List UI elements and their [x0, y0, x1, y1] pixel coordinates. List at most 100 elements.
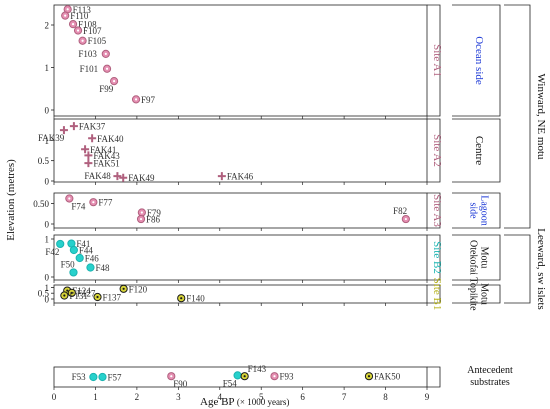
group-label-site-a3-0: Lagoon	[479, 195, 490, 226]
x-tick-label-5: 5	[259, 392, 264, 402]
data-point-site-b2-4	[69, 268, 78, 277]
data-point-site-b2-3	[75, 253, 84, 263]
data-point-site-a1-6-center	[105, 67, 109, 70]
x-tick-label-7: 7	[342, 392, 347, 402]
point-label-site-a2-1: FAK39	[38, 133, 65, 143]
data-point-antecedent-1	[98, 372, 107, 382]
point-label-site-a1-8: F97	[141, 95, 156, 105]
point-label-site-b2-3: F46	[85, 254, 100, 264]
data-point-site-a1-1-center	[64, 14, 67, 17]
x-tick-label-4: 4	[218, 392, 223, 402]
x-tick-label-9: 9	[425, 392, 430, 402]
x-tick-label-6: 6	[300, 392, 305, 402]
point-label-site-b1-2: F127	[77, 288, 96, 298]
x-tick-label-3: 3	[176, 392, 181, 402]
data-point-site-a1-8-center	[134, 98, 138, 101]
side-group-box-1	[504, 234, 531, 304]
point-label-site-a1-7: F99	[99, 84, 114, 94]
point-label-site-a1-3: F107	[83, 26, 102, 36]
point-label-site-b2-5: F48	[95, 263, 110, 273]
point-label-site-a3-4: F82	[393, 206, 407, 216]
site-box-site-a1	[427, 4, 441, 117]
data-point-site-a2-3	[81, 145, 90, 154]
site-box-site-b2	[427, 234, 441, 281]
point-label-site-b1-1: F120	[129, 284, 148, 294]
point-label-antecedent-1: F57	[107, 373, 122, 383]
y-tick-label-site-b1-1: 0.5	[38, 289, 50, 299]
panel-frame-site-a3	[53, 192, 428, 229]
y-axis-title: Elevation (metres)	[5, 159, 17, 241]
group-label-site-a2: Centre	[473, 136, 485, 165]
data-point-antecedent-2-center	[170, 375, 173, 378]
side-group-box-0	[504, 4, 531, 229]
data-point-site-a1-3-center	[76, 29, 80, 32]
site-box-site-a3	[427, 192, 441, 229]
y-tick-label-site-a3-1: 0.50	[33, 199, 49, 209]
point-label-site-a2-0: FAK37	[79, 122, 106, 132]
point-label-site-a2-6: FAK48	[84, 171, 111, 181]
y-tick-label-site-b2-1: 1	[45, 235, 50, 245]
panel-frame-site-b2	[53, 234, 428, 281]
antecedent-label-1: substrates	[470, 377, 510, 388]
data-point-site-b1-3-center	[63, 294, 66, 297]
side-group-label-1: Leeward, sw islets	[535, 228, 547, 310]
point-label-site-b2-4: F50	[61, 259, 76, 269]
group-box-site-a2	[452, 118, 501, 183]
point-label-site-b2-0: F41	[76, 239, 90, 249]
group-label-site-b2-1: Otekofai	[468, 240, 479, 275]
x-tick-label-8: 8	[383, 392, 388, 402]
data-point-site-a2-0	[69, 122, 78, 131]
data-point-site-a1-0-center	[66, 8, 69, 11]
data-point-site-b1-5-center	[180, 297, 183, 300]
panel-frame-site-a1	[53, 4, 428, 117]
data-point-antecedent-5-center	[273, 375, 276, 378]
y-tick-label-site-a1-1: 1	[45, 63, 50, 73]
data-point-antecedent-6-center	[367, 375, 371, 378]
data-point-site-b1-1-center	[122, 287, 125, 290]
point-label-site-a1-0: F113	[73, 5, 92, 15]
y-tick-label-site-a2-2: 1	[45, 136, 50, 146]
site-label-site-a1: Site A1	[431, 44, 443, 77]
point-label-site-a2-2: FAK40	[97, 134, 124, 144]
data-point-site-b2-2	[69, 245, 78, 255]
y-tick-label-site-b1-2: 1	[45, 283, 50, 293]
point-label-site-a3-1: F77	[98, 198, 113, 208]
group-box-site-a1	[452, 4, 501, 117]
point-label-site-a1-5: F103	[78, 49, 97, 59]
panel-frame-site-a2	[53, 118, 428, 183]
panel-frame-antecedent	[53, 366, 428, 388]
group-box-site-b1	[452, 284, 501, 304]
data-point-site-b1-2-center	[70, 291, 73, 294]
side-group-label-0: Winward, NE motu	[535, 73, 547, 160]
antecedent-label-0: Antecedent	[467, 365, 513, 376]
y-tick-label-site-b1-0: 0	[45, 295, 50, 305]
point-label-antecedent-5: F93	[279, 372, 294, 382]
group-label-site-b2-0: Motu	[479, 247, 490, 269]
data-point-antecedent-4-center	[243, 375, 246, 378]
x-tick-label-2: 2	[135, 392, 140, 402]
data-point-site-a3-3-center	[139, 217, 143, 221]
point-label-site-a1-6: F101	[80, 64, 99, 74]
data-point-site-a3-2-center	[140, 211, 143, 214]
data-point-site-a2-1	[59, 126, 68, 135]
data-point-site-a1-2-center	[71, 23, 75, 26]
data-point-site-a3-1-center	[92, 201, 95, 204]
point-label-site-b2-1: F42	[45, 247, 59, 257]
data-point-site-a2-4	[84, 151, 93, 160]
data-point-site-a2-2	[88, 134, 97, 143]
data-point-site-b1-0-center	[66, 289, 69, 292]
point-label-site-a3-3: F86	[146, 215, 161, 225]
x-tick-label-1: 1	[93, 392, 98, 402]
data-point-site-b2-5	[86, 263, 95, 272]
y-tick-label-site-a3-0: 0	[45, 220, 50, 230]
x-tick-label-0: 0	[52, 392, 57, 402]
data-point-site-a2-5	[84, 159, 93, 168]
y-tick-label-site-a1-0: 0	[45, 106, 50, 116]
point-label-site-a1-1: F110	[70, 11, 89, 21]
x-axis-unit: (× 1000 years)	[237, 397, 290, 407]
point-label-site-b2-2: F44	[79, 246, 94, 256]
y-tick-label-site-a2-0: 0	[45, 177, 50, 187]
point-label-site-a2-7: FAK49	[128, 173, 155, 183]
point-label-antecedent-6: FAK50	[374, 372, 401, 382]
